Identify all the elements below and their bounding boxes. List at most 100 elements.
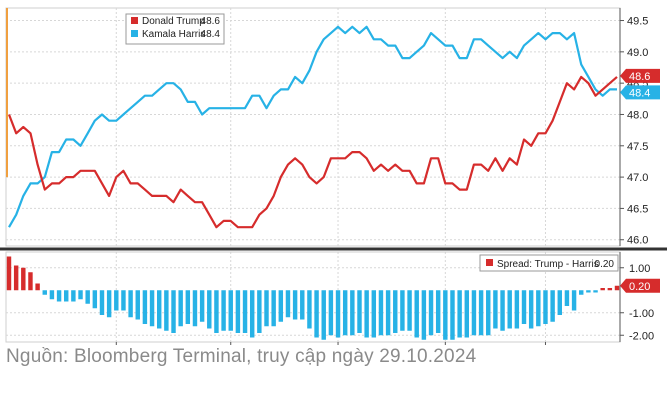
kamala-harris-line [8,25,617,228]
spread-bar [328,290,334,336]
legend-label: Kamala Harris [142,29,205,40]
spread-bar [486,290,491,336]
spread-bar [371,290,377,338]
spread-bar [214,290,219,333]
value-tag-label: 48.4 [629,87,650,99]
spread-bar [142,290,148,324]
spread-bar [285,290,291,318]
value-tag-shape [620,278,660,293]
spread-bar [156,290,162,329]
x-axis: Aug 15Aug 31Sep 15Sep 30Oct 152024 [115,342,546,345]
value-tag-shape [620,68,660,83]
top-y-tick-label: 49.5 [627,16,648,28]
spread-bar [443,290,448,340]
spread-bar [400,290,405,331]
spread-bar [457,290,462,338]
legend-value: 48.4 [201,29,221,40]
spread-bar [342,290,348,336]
spread-bar [228,290,233,331]
legend-value: 0.20 [595,259,615,270]
spread-bar [471,290,477,336]
spread-bar [500,290,505,331]
source-caption: Nguồn: Bloomberg Terminal, truy cập ngày… [6,346,477,367]
spread-bar [614,285,620,291]
spread-bar [607,288,613,291]
legend-swatch [486,259,493,266]
bottom-y-tick-label: 1.00 [629,263,650,275]
spread-bar [235,290,241,333]
bottom-legend-box [479,254,619,272]
top-y-tick-label: 48.0 [627,109,648,121]
spread-bar [314,290,319,338]
spread-bar [6,256,12,291]
spread-bar [278,290,284,322]
spread-bar [407,290,412,331]
spread-bar [221,290,226,331]
spread-bar [49,290,55,300]
spread-bar [199,290,205,322]
spread-bar [64,290,69,302]
spread-bar [85,290,90,304]
election-poll-chart: 46.046.547.047.548.048.549.049.5 1.00-1.… [0,7,667,345]
spread-bar [192,290,198,327]
spread-bar [564,290,570,306]
spread-bar [493,290,498,329]
spread-bar [536,290,541,327]
spread-bar [13,265,19,291]
spread-bar [571,290,577,311]
spread-bar [543,290,548,324]
spread-bar [335,290,341,338]
spread-bar [257,290,262,333]
spread-bar [378,290,384,336]
last-value-tags: 48.6 48.4 0.20 [620,68,660,293]
spread-bar [300,290,305,320]
spread-bar [28,272,33,291]
spread-bar [114,290,119,311]
spread-bar [42,290,47,295]
spread-bar [507,290,512,329]
spread-bar [521,290,527,324]
spread-bar [385,290,391,336]
value-tag-shape [620,85,660,100]
spread-bar [164,290,169,331]
top-y-tick-label: 47.0 [627,172,648,184]
legend-swatch [131,30,138,37]
spread-bar [579,290,584,295]
spread-bar [128,290,133,318]
bottom-y-tick-label: -2.00 [629,330,654,342]
spread-bar [414,290,419,338]
spread-bar [321,290,326,340]
spread-bar [185,290,191,324]
top-y-tick-label: 46.5 [627,203,648,215]
spread-bar [464,290,470,338]
spread-bar [71,290,76,302]
spread-bar [364,290,369,338]
top-legend-box [125,13,225,45]
top-y-tick-label: 49.0 [627,47,648,59]
spread-bar [135,290,140,320]
spread-bar [249,290,255,338]
spread-bar [149,290,155,327]
spread-bar [550,290,555,322]
spread-bar [78,290,83,300]
spread-bar [478,290,484,336]
spread-bar [393,290,398,333]
spread-bar [600,288,605,291]
spread-bar [242,290,248,333]
spread-bar [271,290,276,327]
top-panel-frame [5,7,621,247]
spread-bar [450,290,455,340]
value-tag-label: 0.20 [629,281,650,293]
spread-bar [264,290,269,327]
spread-bar [528,290,534,329]
top-y-tick-label: 47.5 [627,141,648,153]
spread-bar [292,290,298,320]
spread-bar [350,290,355,336]
value-tag-label: 48.6 [629,71,650,83]
legend-label: Spread: Trump - Harris [497,259,599,270]
spread-bar [106,290,112,318]
spread-bar [92,290,98,309]
legend-swatch [131,17,138,24]
